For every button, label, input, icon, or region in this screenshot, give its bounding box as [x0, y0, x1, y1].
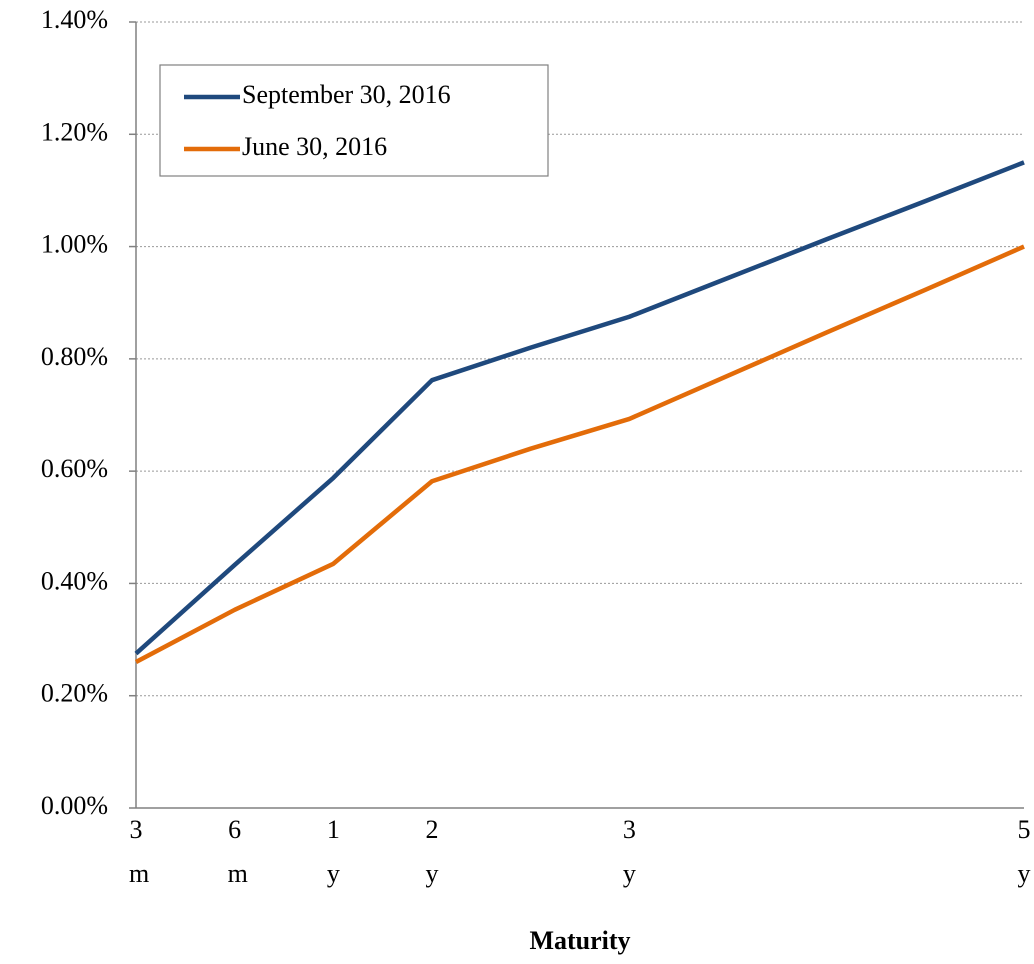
x-tick-label: 5y — [1017, 815, 1031, 888]
y-tick-label: 0.00% — [41, 791, 108, 820]
y-tick-label: 0.20% — [41, 679, 108, 708]
x-axis-title: Maturity — [529, 926, 630, 955]
legend: September 30, 2016 June 30, 2016 — [159, 64, 549, 177]
legend-box — [159, 64, 549, 177]
y-tick-label: 1.40% — [41, 5, 108, 34]
y-tick-label: 1.20% — [41, 117, 108, 146]
x-tick-label: 3y — [622, 815, 636, 888]
x-tick-label: 2y — [425, 815, 439, 888]
legend-label: June 30, 2016 — [242, 132, 387, 161]
y-tick-label: 0.60% — [41, 454, 108, 483]
x-tick-label: 6m — [227, 815, 248, 888]
y-tick-label: 1.00% — [41, 230, 108, 259]
y-tick-label: 0.80% — [41, 342, 108, 371]
series-line — [134, 244, 1025, 665]
series-line — [134, 160, 1025, 656]
legend-label: September 30, 2016 — [242, 80, 451, 109]
x-tick-label: 1y — [326, 815, 340, 888]
x-tick-label: 3m — [129, 815, 150, 888]
y-tick-label: 0.40% — [41, 566, 108, 595]
